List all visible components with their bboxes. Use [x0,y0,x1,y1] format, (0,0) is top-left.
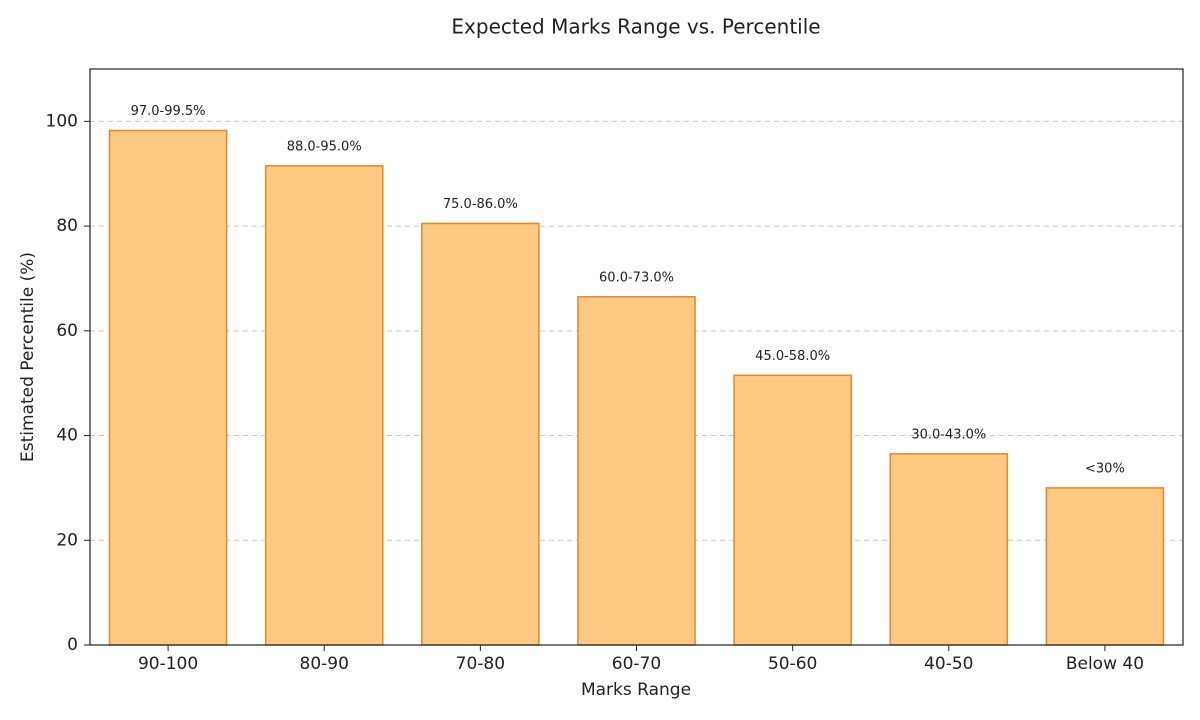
x-tick-label: 70-80 [456,654,505,674]
x-tick-label: 40-50 [924,654,973,674]
y-tick-label: 100 [46,111,78,131]
x-tick-label: Below 40 [1066,654,1144,674]
y-tick-label: 20 [56,530,78,550]
y-tick-label: 80 [56,216,78,236]
plot-frame [89,68,1184,646]
x-axis-label: Marks Range [581,680,691,700]
bar-annotation: 97.0-99.5% [131,104,206,119]
bar [577,296,696,646]
x-tick-label: 60-70 [612,654,661,674]
y-tick-label: 0 [67,635,78,655]
bar [889,453,1009,646]
bar [733,374,852,646]
bar-annotation: <30% [1085,461,1125,476]
x-tick-label: 50-60 [768,654,817,674]
bar-annotation: 88.0-95.0% [287,139,362,154]
bar-annotation: 75.0-86.0% [443,197,518,212]
bar [421,222,540,646]
bar [264,165,384,646]
bar-annotation: 30.0-43.0% [911,427,986,442]
bar-annotation: 60.0-73.0% [599,270,674,285]
bar [1045,487,1165,646]
y-axis-label: Estimated Percentile (%) [18,252,38,462]
chart-title: Expected Marks Range vs. Percentile [451,15,820,39]
bar [108,129,228,646]
y-tick-label: 60 [56,321,78,341]
x-tick-label: 90-100 [138,654,198,674]
y-tick-label: 40 [56,426,78,446]
bar-annotation: 45.0-58.0% [755,349,830,364]
x-tick-label: 80-90 [300,654,349,674]
